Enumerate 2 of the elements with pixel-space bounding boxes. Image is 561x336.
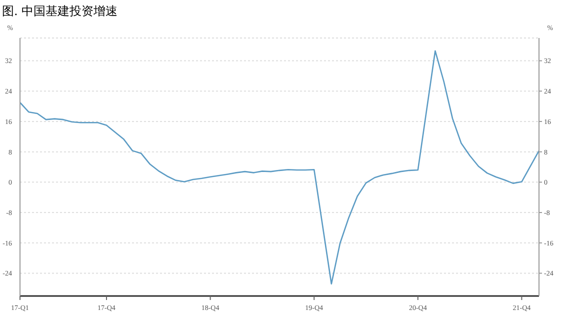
line-series	[19, 50, 540, 285]
chart-title: 图. 中国基建投资增速	[2, 3, 118, 20]
